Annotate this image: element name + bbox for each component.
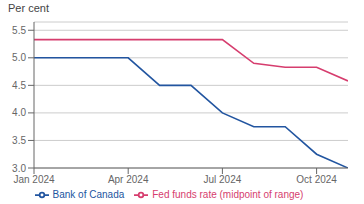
svg-text:3.0: 3.0	[12, 163, 26, 174]
svg-text:4.5: 4.5	[12, 80, 26, 91]
html-text:Per cent: Per cent	[8, 2, 49, 14]
svg-text:Oct 2024: Oct 2024	[296, 174, 337, 185]
html-text:Fed funds rate (midpoint of ra: Fed funds rate (midpoint of range)	[152, 188, 304, 200]
svg-text:Jan 2024: Jan 2024	[13, 174, 55, 185]
svg-text:5.0: 5.0	[12, 52, 26, 63]
svg-text:Apr 2024: Apr 2024	[108, 174, 149, 185]
html-text:Bank of Canada: Bank of Canada	[52, 188, 125, 200]
svg-text:3.5: 3.5	[12, 135, 26, 146]
svg-text:Jul 2024: Jul 2024	[203, 174, 241, 185]
svg-text:4.0: 4.0	[12, 107, 26, 118]
svg-text:5.5: 5.5	[12, 25, 26, 36]
